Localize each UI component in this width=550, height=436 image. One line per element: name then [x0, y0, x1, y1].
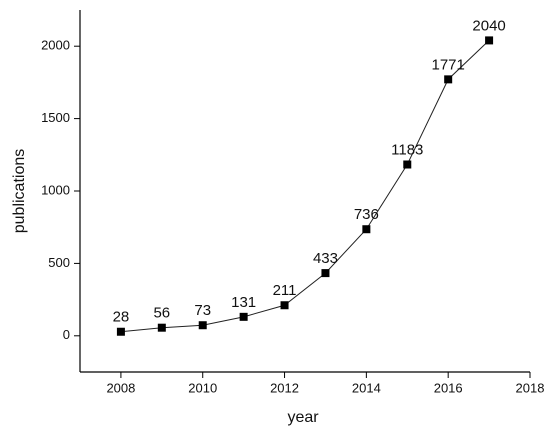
marker — [362, 225, 371, 234]
data-label: 1771 — [431, 56, 464, 73]
y-tick-label: 1000 — [41, 182, 70, 197]
x-tick-label: 2010 — [188, 380, 217, 395]
data-label: 131 — [231, 294, 256, 311]
data-label: 433 — [313, 250, 338, 267]
x-tick-label: 2018 — [516, 380, 545, 395]
marker — [444, 75, 453, 84]
y-tick-label: 500 — [48, 255, 70, 270]
marker — [116, 327, 125, 336]
x-tick-label: 2014 — [352, 380, 381, 395]
marker — [280, 301, 289, 310]
data-label: 1183 — [391, 141, 423, 158]
y-tick-label: 1500 — [41, 110, 70, 125]
marker — [403, 160, 412, 169]
marker — [157, 323, 166, 332]
marker — [485, 36, 494, 45]
data-label: 2040 — [472, 17, 505, 34]
y-axis-label: publications — [11, 149, 28, 234]
y-tick-label: 0 — [63, 327, 70, 342]
data-label: 28 — [113, 309, 130, 326]
marker — [198, 321, 207, 330]
x-tick-label: 2016 — [434, 380, 463, 395]
x-tick-label: 2008 — [106, 380, 135, 395]
x-tick-label: 2012 — [270, 380, 299, 395]
marker — [239, 312, 248, 321]
data-label: 736 — [354, 206, 379, 223]
marker — [321, 269, 330, 278]
y-tick-label: 2000 — [41, 38, 70, 53]
series-line — [120, 40, 490, 333]
data-label: 211 — [273, 282, 297, 299]
data-label: 73 — [194, 302, 211, 319]
x-axis-label: year — [287, 409, 319, 426]
data-label: 56 — [153, 305, 170, 322]
